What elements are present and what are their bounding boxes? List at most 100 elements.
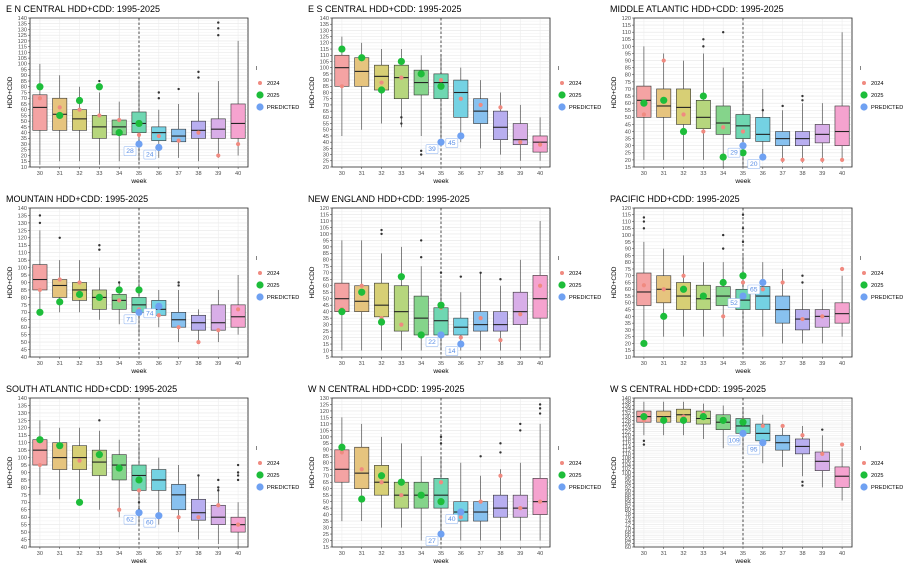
x-tick-label: 30: [339, 551, 345, 557]
y-tick-label: 100: [622, 470, 631, 476]
y-tick-label: 85: [625, 253, 631, 259]
box-week-32: [676, 88, 691, 125]
outlier-point: [236, 474, 240, 477]
y-axis-title: HDD+CDD: [7, 456, 14, 488]
y-tick-label: 70: [323, 271, 329, 277]
y-tick-label: 40: [21, 545, 27, 551]
x-tick-label: 31: [359, 551, 365, 557]
y-tick-label: 40: [625, 129, 631, 135]
box-week-36: [453, 317, 469, 336]
point-2025: [417, 491, 425, 499]
y-tick-label: 100: [18, 456, 27, 462]
x-tick-label: 30: [641, 551, 647, 557]
y-tick-label: 80: [625, 73, 631, 79]
legend-title: l: [860, 446, 861, 452]
point-2024: [641, 112, 647, 117]
x-tick-label: 31: [57, 171, 63, 177]
outlier-point: [801, 484, 804, 487]
point-2025: [397, 478, 405, 486]
y-tick-label: 85: [323, 84, 329, 90]
y-tick-label: 45: [323, 303, 329, 309]
outlier-point: [419, 153, 423, 156]
outlier-point: [197, 70, 200, 74]
y-tick-label: 35: [323, 316, 329, 322]
y-tick-label: 120: [622, 206, 631, 212]
chart-panel: SOUTH ATLANTIC HDD+CDD: 1995-2025 40 45 50 5…: [0, 380, 300, 569]
chart-panel: NEW ENGLAND HDD+CDD: 1995-2025 5 10 15 20 25 3…: [302, 190, 602, 379]
legend-label: 2025: [871, 473, 883, 479]
legend-label: PREDICTED: [267, 295, 299, 301]
predicted-label-box: [143, 308, 157, 319]
box-week-31: [52, 279, 68, 298]
y-tick-label: 72: [625, 523, 631, 529]
legend-swatch-predicted: [558, 293, 566, 301]
y-tick-label: 112: [622, 448, 631, 454]
y-tick-label: 125: [18, 418, 27, 424]
legend-swatch-2025: [558, 91, 566, 99]
box-week-40: [834, 302, 850, 324]
point-2024: [537, 499, 543, 504]
y-tick-label: 92: [625, 485, 631, 491]
y-tick-label: 124: [622, 426, 631, 432]
point-2024: [641, 283, 647, 288]
point-2024: [235, 141, 241, 147]
box-week-37: [171, 484, 187, 511]
x-tick-label: 35: [438, 171, 444, 177]
point-predicted: [739, 292, 747, 300]
point-predicted: [155, 512, 163, 520]
point-2025: [739, 149, 747, 157]
chart-panel: MIDDLE ATLANTIC HDD+CDD: 1995-2025 15 20 25…: [604, 0, 904, 189]
outlier-point: [499, 451, 502, 454]
y-tick-label: 64: [625, 537, 631, 543]
outlier-point: [236, 478, 240, 482]
point-2024: [760, 423, 765, 429]
point-2024: [77, 280, 82, 285]
predicted-label-box: [143, 149, 157, 160]
y-tick-label: 60: [21, 108, 27, 114]
point-2024: [77, 458, 82, 463]
point-2025: [338, 443, 346, 451]
chart-panel: E S CENTRAL HDD+CDD: 1995-2025 20 25 30 35 40…: [302, 0, 602, 189]
y-tick-label: 65: [21, 508, 27, 514]
y-tick-label: 108: [622, 456, 631, 462]
box-week-33: [695, 100, 711, 129]
y-tick-label: 95: [323, 441, 329, 447]
legend-swatch-predicted: [860, 293, 868, 301]
outlier-point: [499, 442, 502, 445]
y-tick-label: 114: [622, 444, 631, 450]
outlier-point: [721, 30, 725, 34]
outlier-point: [177, 87, 180, 91]
point-predicted: [457, 132, 465, 140]
x-tick-label: 40: [839, 551, 845, 557]
y-axis-title: HDD+CDD: [611, 266, 618, 298]
point-2024: [37, 96, 43, 101]
y-tick-label: 55: [625, 108, 631, 114]
point-2025: [437, 498, 445, 506]
point-2024: [136, 488, 142, 493]
y-tick-label: 135: [320, 22, 329, 28]
x-tick-label: 37: [478, 361, 484, 367]
outlier-point: [801, 274, 804, 277]
y-tick-label: 115: [18, 243, 27, 249]
point-2025: [358, 54, 366, 62]
point-2024: [820, 314, 825, 319]
y-tick-label: 80: [323, 258, 329, 264]
x-tick-label: 30: [339, 171, 345, 177]
box-week-33: [393, 285, 409, 332]
point-2024: [235, 307, 241, 312]
outlier-point: [459, 275, 463, 278]
y-tick-label: 120: [622, 16, 631, 22]
chart-panel: E N CENTRAL HDD+CDD: 1995-2025 10 15 20 25 30…: [0, 0, 300, 189]
x-tick-label: 40: [537, 361, 543, 367]
outlier-point: [642, 439, 646, 443]
legend-label: PREDICTED: [871, 295, 903, 301]
legend-label: 2025: [569, 473, 581, 479]
point-2024: [359, 283, 364, 288]
y-tick-label: 140: [18, 396, 27, 402]
y-axis-title: HDD+CDD: [309, 76, 316, 108]
panel-title: NEW ENGLAND HDD+CDD: 1995-2025: [308, 194, 470, 204]
y-tick-label: 5: [326, 355, 329, 361]
point-2024: [780, 280, 785, 285]
point-2025: [135, 476, 143, 484]
y-tick-label: 105: [320, 59, 329, 65]
